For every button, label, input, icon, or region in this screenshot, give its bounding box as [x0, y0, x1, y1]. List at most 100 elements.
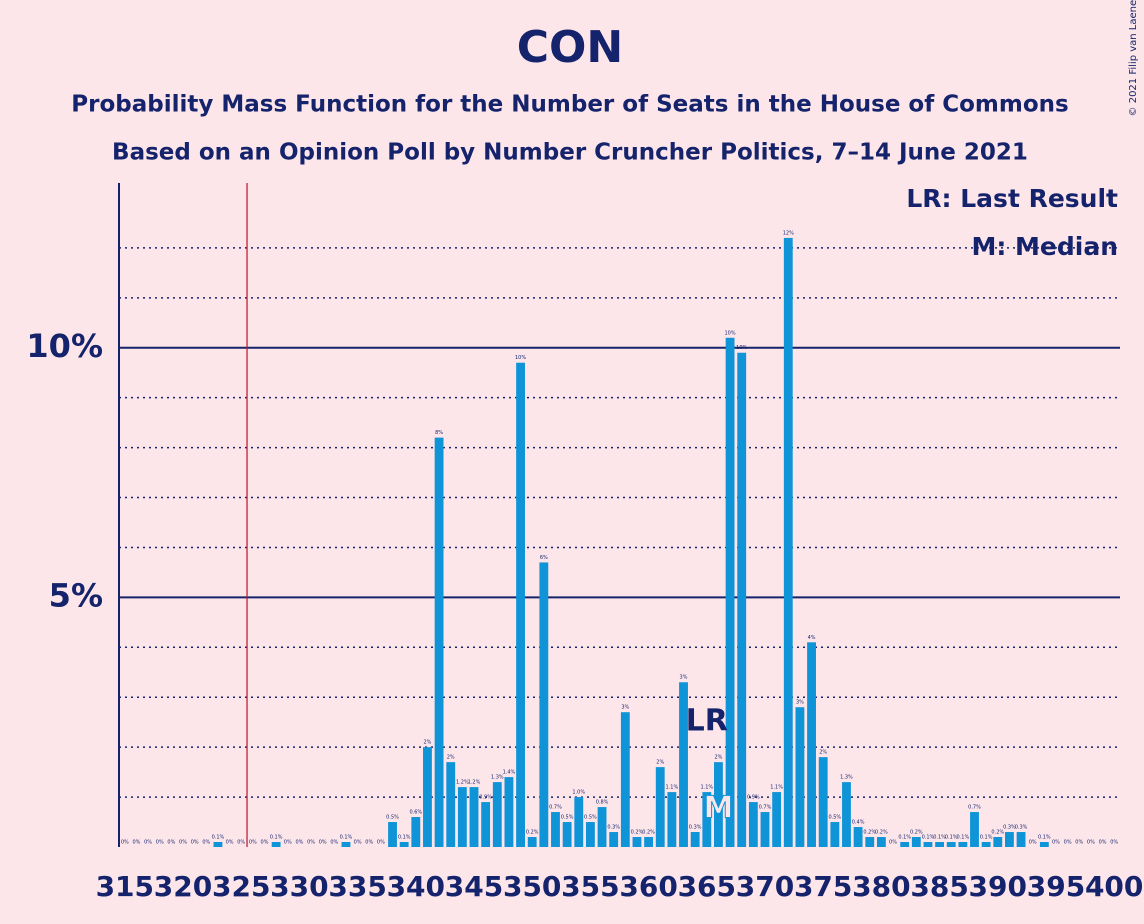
value-label: 0%	[249, 840, 257, 846]
bar	[760, 812, 770, 847]
annotation: M	[704, 791, 734, 826]
value-label: 2%	[656, 760, 664, 766]
bar	[725, 337, 735, 847]
value-label: 0%	[167, 840, 175, 846]
value-label: 0%	[284, 840, 292, 846]
value-label: 10%	[725, 330, 736, 336]
x-tick-label: 345	[445, 870, 503, 903]
value-label: 1.1%	[700, 785, 713, 791]
bar	[469, 787, 479, 847]
bar	[516, 362, 525, 847]
bar	[655, 767, 665, 847]
value-label: 1.3%	[840, 775, 853, 781]
value-label: 0%	[354, 840, 362, 846]
bar	[1005, 832, 1014, 847]
bar	[795, 707, 805, 847]
bar	[644, 837, 654, 847]
copyright: © 2021 Filip van Laenen	[1128, 0, 1139, 116]
value-label: 0.1%	[980, 835, 993, 841]
value-label: 0.2%	[910, 830, 923, 836]
value-label: 0.2%	[991, 830, 1004, 836]
value-label: 0%	[330, 840, 338, 846]
chart-subtitle: Based on an Opinion Poll by Number Crunc…	[112, 140, 1028, 166]
value-label: 0.7%	[549, 805, 562, 811]
value-label: 0.1%	[270, 835, 283, 841]
bar	[853, 827, 863, 847]
value-label: 10%	[736, 345, 747, 351]
value-label: 0.1%	[957, 835, 970, 841]
value-label: 0%	[179, 840, 187, 846]
value-label: 1.2%	[468, 780, 481, 786]
x-tick-label: 330	[270, 870, 328, 903]
bar	[818, 757, 828, 847]
bar	[737, 352, 747, 847]
value-label: 0.1%	[933, 835, 946, 841]
bar	[911, 837, 921, 847]
value-label: 0.6%	[409, 810, 422, 816]
value-label: 0.2%	[642, 830, 655, 836]
bar	[993, 837, 1003, 847]
x-tick-label: 400	[1085, 870, 1143, 903]
value-label: 2%	[819, 750, 827, 756]
value-label: 0.1%	[898, 835, 911, 841]
value-label: 0%	[132, 840, 140, 846]
bar	[562, 822, 572, 847]
bar	[923, 842, 933, 847]
bar	[714, 762, 723, 847]
bar	[702, 792, 712, 847]
value-label: 0.2%	[863, 830, 876, 836]
value-label: 0%	[191, 840, 199, 846]
x-tick-label: 360	[619, 870, 677, 903]
value-label: 0%	[1075, 840, 1083, 846]
value-label: 0.3%	[607, 825, 620, 831]
bar	[551, 812, 560, 847]
value-label: 0.8%	[596, 800, 609, 806]
bar	[1016, 832, 1026, 847]
bar	[748, 802, 758, 847]
value-label: 0.1%	[398, 835, 411, 841]
value-label: 3%	[621, 705, 629, 711]
value-label: 0%	[156, 840, 164, 846]
y-tick-label: 5%	[49, 576, 103, 614]
bar	[504, 777, 514, 847]
x-tick-label: 340	[387, 870, 445, 903]
bar	[457, 787, 467, 847]
value-label: 0.9%	[747, 795, 760, 801]
value-label: 0%	[1099, 840, 1107, 846]
bar	[341, 842, 351, 847]
bar	[981, 842, 991, 847]
value-label: 0.1%	[340, 835, 353, 841]
x-tick-label: 365	[678, 870, 736, 903]
bar	[213, 842, 223, 847]
value-label: 1.1%	[770, 785, 783, 791]
x-tick-label: 395	[1027, 870, 1085, 903]
bar	[679, 682, 688, 847]
value-label: 1.3%	[491, 775, 504, 781]
value-label: 0%	[1087, 840, 1095, 846]
x-tick-label: 335	[328, 870, 386, 903]
x-tick-label: 350	[503, 870, 561, 903]
x-tick-label: 380	[852, 870, 910, 903]
value-label: 0%	[226, 840, 234, 846]
bar	[690, 832, 700, 847]
x-tick-label: 375	[794, 870, 852, 903]
value-label: 0%	[365, 840, 373, 846]
bar	[900, 842, 910, 847]
value-label: 0.1%	[922, 835, 935, 841]
value-label: 4%	[808, 635, 816, 641]
bar	[388, 822, 397, 847]
annotation: LR	[686, 704, 728, 739]
x-tick-label: 320	[154, 870, 212, 903]
value-label: 0.5%	[584, 815, 597, 821]
bar	[492, 782, 502, 847]
value-label: 2%	[423, 740, 431, 746]
value-label: 0.1%	[212, 835, 225, 841]
value-label: 3%	[796, 700, 804, 706]
bar	[597, 807, 607, 847]
bar	[527, 837, 537, 847]
value-label: 2%	[714, 755, 722, 761]
bar	[574, 797, 584, 847]
value-label: 0%	[1029, 840, 1037, 846]
chart-subtitle: Probability Mass Function for the Number…	[71, 92, 1068, 118]
